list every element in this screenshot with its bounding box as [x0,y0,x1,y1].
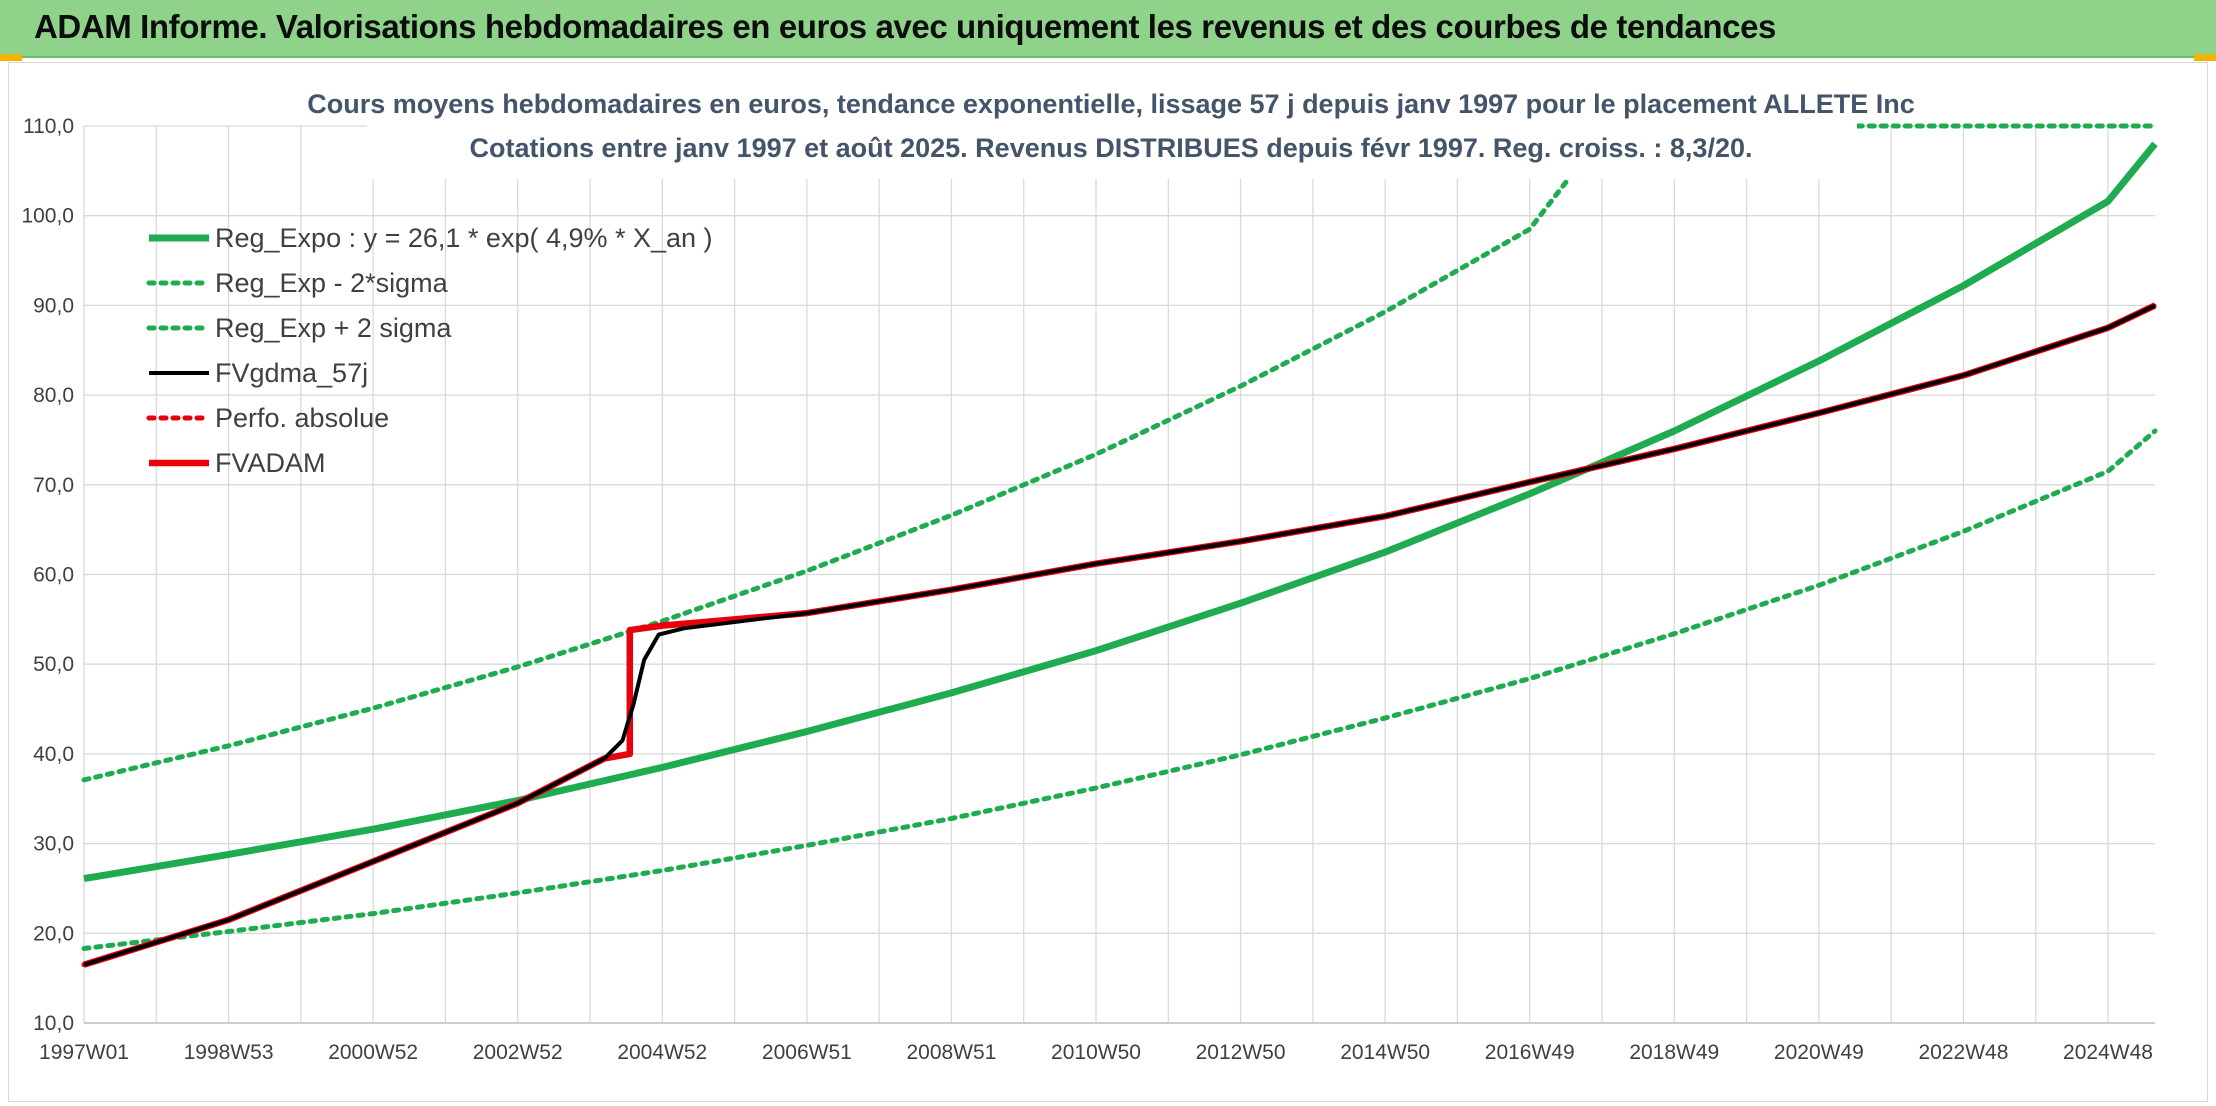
title-background [367,69,1857,179]
y-tick-label: 20,0 [33,922,74,945]
x-tick-label: 2024W48 [2063,1041,2153,1064]
y-tick-label: 80,0 [33,384,74,407]
series-line-3 [81,123,2158,783]
series-line-6 [83,302,2157,968]
x-tick-label: 2008W51 [906,1041,996,1064]
chart-title-line1: Cours moyens hebdomadaires en euros, ten… [307,89,1915,119]
legend: Reg_Expo : y = 26,1 * exp( 4,9% * X_an )… [146,223,713,478]
y-tick-label: 90,0 [33,294,74,317]
chart-area: 10,0 20,0 30,0 40,0 50,0 60,0 70,0 80,0 90,0 100,… [8,62,2208,1102]
line-chart: 10,0 20,0 30,0 40,0 50,0 60,0 70,0 80,0 90,0 100,… [21,69,2158,1064]
x-tick-label: 2020W49 [1774,1041,1864,1064]
series-line-1 [83,141,2158,883]
series-line-2 [81,428,2158,951]
series-line-4 [83,303,2156,967]
x-tick-label: 2004W52 [617,1041,707,1064]
legend-label: FVADAM [215,448,326,478]
y-tick-label: 70,0 [33,474,74,497]
chart-title-line2: Cotations entre janv 1997 et août 2025. … [470,133,1753,163]
report-header-banner: ADAM Informe. Valorisations hebdomadaire… [0,0,2216,58]
legend-label: Reg_Exp + 2 sigma [215,313,452,343]
x-tick-label: 1998W53 [184,1041,274,1064]
y-tick-label: 10,0 [33,1012,74,1035]
x-tick-label: 2006W51 [762,1041,852,1064]
x-tick-label: 2014W50 [1340,1041,1430,1064]
x-tick-label: 1997W01 [39,1041,129,1064]
legend-label: FVgdma_57j [215,358,368,388]
series-lines [81,123,2158,968]
y-tick-label: 50,0 [33,653,74,676]
x-tick-label: 2012W50 [1196,1041,1286,1064]
x-tick-label: 2018W49 [1629,1041,1719,1064]
y-tick-label: 100,0 [21,205,74,228]
x-tick-label: 2022W48 [1918,1041,2008,1064]
corner-marker-right [2194,54,2216,61]
legend-label: Reg_Expo : y = 26,1 * exp( 4,9% * X_an ) [215,223,713,253]
x-tick-label: 2000W52 [328,1041,418,1064]
x-tick-label: 2016W49 [1485,1041,1575,1064]
y-tick-label: 30,0 [33,833,74,856]
legend-label: Reg_Exp - 2*sigma [215,268,449,298]
axes: 10,0 20,0 30,0 40,0 50,0 60,0 70,0 80,0 90,0 100,… [21,115,2155,1064]
y-tick-label: 40,0 [33,743,74,766]
legend-label: Perfo. absolue [215,403,389,433]
x-tick-label: 2010W50 [1051,1041,1141,1064]
y-tick-label: 60,0 [33,564,74,587]
x-tick-label: 2002W52 [473,1041,563,1064]
y-tick-label: 110,0 [23,115,74,138]
report-title: ADAM Informe. Valorisations hebdomadaire… [34,8,1776,45]
corner-marker-left [0,54,22,61]
